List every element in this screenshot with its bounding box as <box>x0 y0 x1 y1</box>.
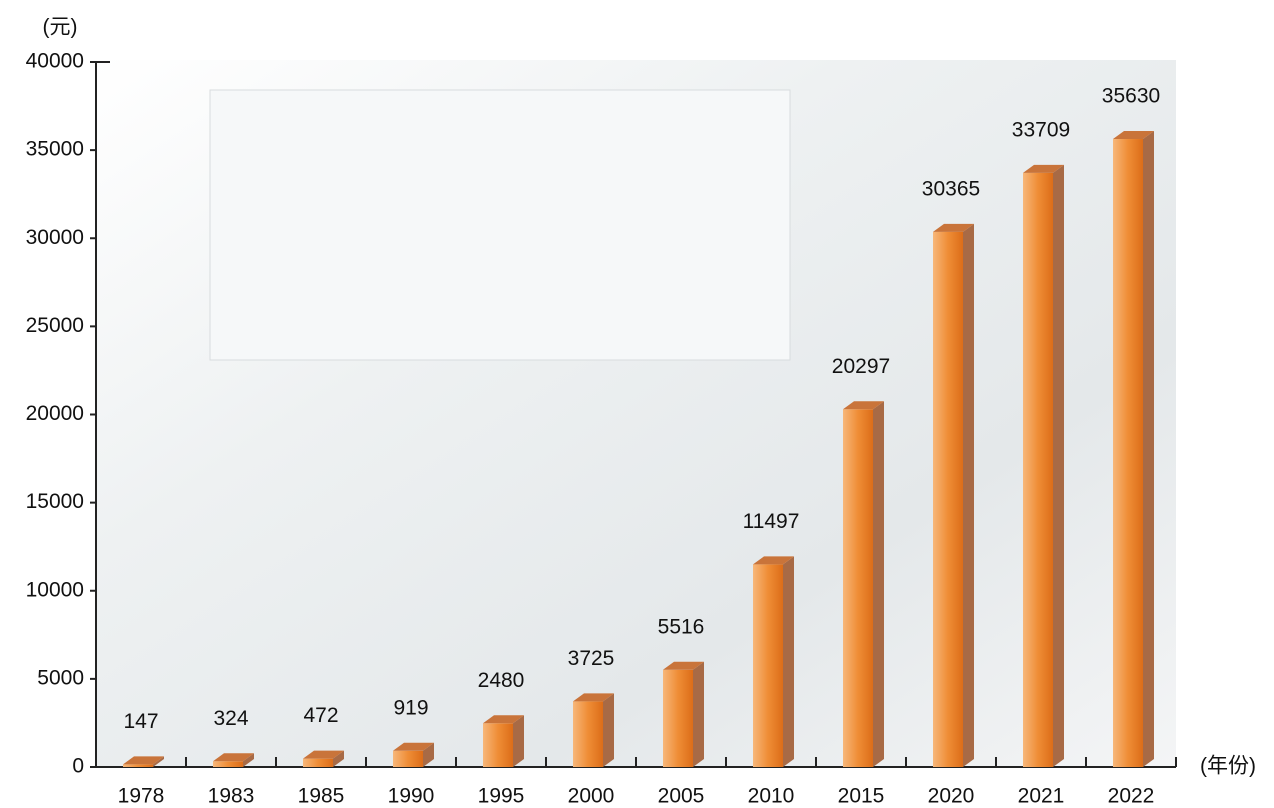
bar <box>393 742 434 767</box>
value-label: 3725 <box>568 647 615 670</box>
x-tick-label: 2021 <box>1018 785 1065 808</box>
bar-top <box>843 401 884 410</box>
y-tick-label: 20000 <box>26 402 84 425</box>
bar-side <box>243 753 254 767</box>
y-tick-label: 0 <box>72 755 84 778</box>
bar-front <box>843 409 873 767</box>
bar-top <box>303 750 344 759</box>
y-tick-label: 5000 <box>37 666 84 689</box>
y-tick-label: 40000 <box>26 50 84 73</box>
value-label: 324 <box>213 707 248 730</box>
bar-side <box>603 693 614 767</box>
value-label: 5516 <box>658 615 705 638</box>
bar-top <box>123 756 164 765</box>
bar-front <box>663 669 693 767</box>
bar-front <box>123 764 153 767</box>
bar-side <box>513 715 524 767</box>
bar-front <box>483 723 513 767</box>
value-label: 2480 <box>478 669 525 692</box>
bar <box>483 715 524 767</box>
x-tick-label: 1990 <box>388 785 435 808</box>
bar-top <box>213 753 254 762</box>
bar-top <box>753 556 794 565</box>
bar <box>1023 164 1064 767</box>
value-label: 20297 <box>832 355 890 378</box>
bar <box>933 223 974 767</box>
bar <box>843 401 884 767</box>
bar-top <box>393 742 434 751</box>
bar-side <box>423 742 434 767</box>
bar-top <box>1023 164 1064 173</box>
bar <box>573 693 614 767</box>
x-tick-label: 2015 <box>838 785 885 808</box>
bar-top <box>483 715 524 724</box>
value-label: 33709 <box>1012 118 1070 141</box>
bar <box>1113 131 1154 768</box>
bar-side <box>693 661 704 767</box>
value-label: 147 <box>123 710 158 733</box>
bar-front <box>753 564 783 767</box>
bar <box>663 661 704 767</box>
bar <box>753 556 794 767</box>
bar-front <box>933 231 963 767</box>
y-tick-label: 25000 <box>26 314 84 337</box>
y-tick-label: 30000 <box>26 226 84 249</box>
bar-side <box>873 401 884 767</box>
bar-front <box>393 750 423 767</box>
bar-side <box>153 756 164 767</box>
bar-front <box>1113 139 1143 768</box>
bar-front <box>213 761 243 767</box>
value-label: 919 <box>393 696 428 719</box>
bar-top <box>1113 131 1154 140</box>
bar-front <box>1023 172 1053 767</box>
value-label: 35630 <box>1102 85 1160 108</box>
value-label: 30365 <box>922 177 980 200</box>
y-tick-label: 15000 <box>26 490 84 513</box>
bar-side <box>333 750 344 767</box>
x-tick-label: 1995 <box>478 785 525 808</box>
bar <box>303 750 344 767</box>
x-tick-label: 1983 <box>208 785 255 808</box>
x-axis-label: (年份) <box>1200 755 1256 778</box>
background-shape <box>209 89 791 361</box>
bar-side <box>1053 164 1064 767</box>
x-tick-label: 2020 <box>928 785 975 808</box>
bar-side <box>783 556 794 767</box>
x-tick-label: 2005 <box>658 785 705 808</box>
value-label: 11497 <box>743 510 800 533</box>
bar-side <box>963 223 974 767</box>
bar-front <box>303 758 333 767</box>
x-tick-label: 2000 <box>568 785 615 808</box>
x-tick-label: 2010 <box>748 785 795 808</box>
value-label: 472 <box>303 704 338 727</box>
bar <box>123 756 164 767</box>
y-axis-label: (元) <box>43 16 78 39</box>
bar-top <box>573 693 614 702</box>
bar-side <box>1143 131 1154 768</box>
bar-top <box>663 661 704 670</box>
y-tick-label: 10000 <box>26 578 84 601</box>
x-tick-label: 1978 <box>118 785 165 808</box>
bar-top <box>933 223 974 232</box>
bar-front <box>573 701 603 767</box>
bar <box>213 753 254 767</box>
y-tick-label: 35000 <box>26 138 84 161</box>
x-tick-label: 1985 <box>298 785 345 808</box>
x-tick-label: 2022 <box>1108 785 1155 808</box>
